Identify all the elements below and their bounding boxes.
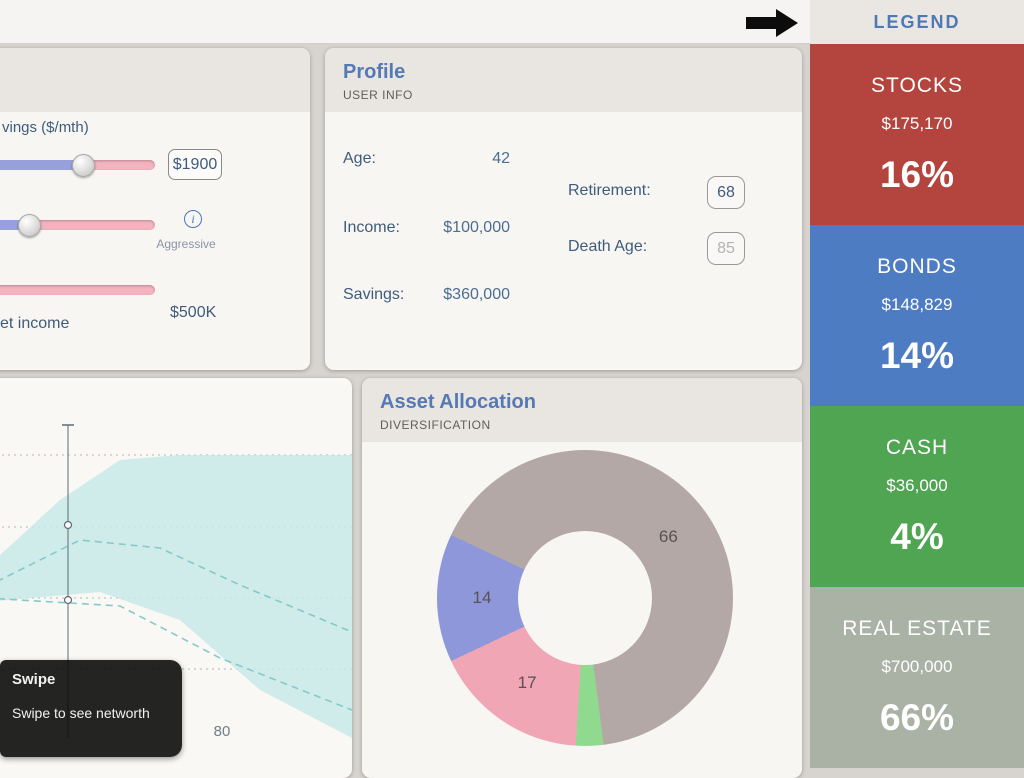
death-age-input[interactable]: 85: [707, 232, 745, 265]
donut-segment-label: 66: [658, 527, 678, 547]
legend-item-cash: CASH $36,000 4%: [810, 406, 1024, 587]
asset-allocation-subtitle: DIVERSIFICATION: [380, 418, 491, 432]
x-axis-tick-label: 80: [214, 723, 231, 740]
legend-item-bonds: BONDS $148,829 14%: [810, 225, 1024, 406]
legend-item-label: BONDS: [877, 254, 957, 278]
swipe-tooltip-body: Swipe to see networth: [12, 705, 150, 721]
swipe-right-arrow-icon[interactable]: [746, 8, 798, 38]
risk-slider-handle[interactable]: [18, 214, 41, 237]
legend-item-real-estate: REAL ESTATE $700,000 66%: [810, 587, 1024, 768]
legend-item-percent: 16%: [879, 153, 955, 195]
info-icon[interactable]: i: [184, 210, 202, 228]
age-label: Age:: [343, 150, 376, 167]
risk-level-label: Aggressive: [156, 237, 216, 251]
savings-slider-handle[interactable]: [72, 154, 95, 177]
profile-title: Profile: [343, 61, 406, 83]
savings-slider-fill: [0, 160, 83, 170]
donut-hole: [518, 531, 652, 665]
asset-allocation-title: Asset Allocation: [380, 391, 536, 413]
legend-item-percent: 66%: [879, 696, 955, 738]
income-label: Income:: [343, 219, 400, 236]
legend-item-label: REAL ESTATE: [842, 616, 992, 640]
legend-item-percent: 4%: [890, 515, 944, 557]
controls-panel-header: [0, 48, 310, 112]
legend-item-label: STOCKS: [871, 73, 963, 97]
age-value: 42: [492, 150, 510, 167]
top-bar: [0, 0, 810, 44]
target-income-value: $500K: [170, 304, 217, 321]
swipe-tooltip-title: Swipe: [12, 671, 56, 688]
swipe-tooltip: Swipe Swipe to see networth: [0, 660, 182, 757]
legend-panel: STOCKS $175,170 16% BONDS $148,829 14% C…: [810, 44, 1024, 768]
death-age-label: Death Age:: [568, 238, 648, 255]
donut-segment-label: 17: [517, 673, 537, 693]
income-value: $100,000: [443, 219, 510, 236]
profile-subtitle: USER INFO: [343, 88, 413, 102]
profile-panel-header: Profile USER INFO: [325, 48, 802, 112]
target-income-slider[interactable]: [0, 285, 155, 295]
legend-item-stocks: STOCKS $175,170 16%: [810, 44, 1024, 225]
savings-slider-label: vings ($/mth): [2, 119, 89, 136]
retirement-label: Retirement:: [568, 182, 651, 199]
legend-title: LEGEND: [810, 0, 1024, 44]
legend-item-label: CASH: [885, 435, 949, 459]
legend-item-value: $148,829: [881, 294, 953, 314]
donut-chart: 66 17 14: [437, 450, 733, 746]
retirement-age-input[interactable]: 68: [707, 176, 745, 209]
target-income-label: et income: [0, 315, 70, 332]
profile-panel: Profile USER INFO Age: 42 Income: $100,0…: [325, 48, 802, 370]
asset-allocation-panel: Asset Allocation DIVERSIFICATION 66 17 14: [362, 378, 802, 778]
asset-allocation-header: Asset Allocation DIVERSIFICATION: [362, 378, 802, 442]
legend-item-value: $700,000: [881, 656, 953, 676]
controls-panel: vings ($/mth) $1900 i Aggressive $500K e…: [0, 48, 310, 370]
legend-item-percent: 14%: [879, 334, 955, 376]
donut-segment-label: 14: [472, 588, 492, 607]
risk-slider-fill: [0, 220, 30, 230]
legend-item-value: $36,000: [886, 475, 948, 495]
legend-item-value: $175,170: [881, 113, 953, 133]
savings-input[interactable]: $1900: [168, 149, 222, 180]
savings-label: Savings:: [343, 286, 405, 303]
risk-slider[interactable]: [0, 220, 155, 230]
savings-value: $360,000: [443, 286, 510, 303]
